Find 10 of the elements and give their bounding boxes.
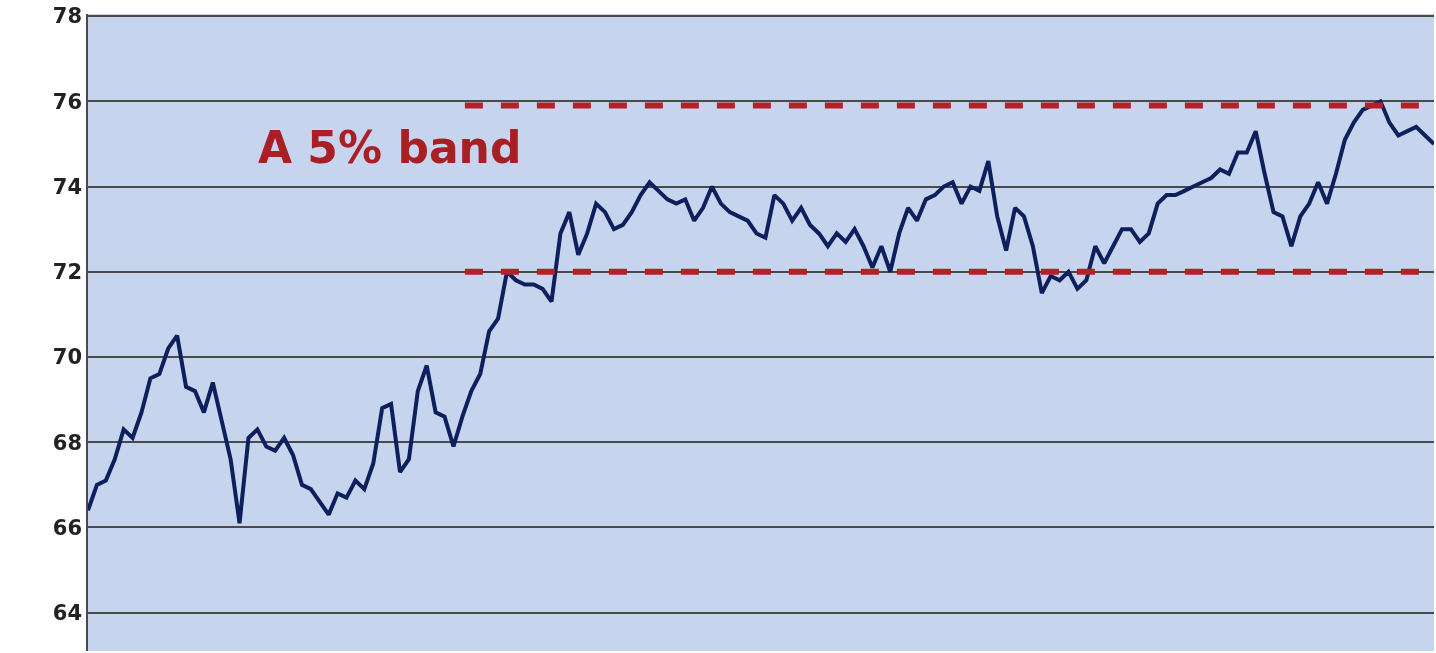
y-tick-label: 70 (52, 345, 83, 370)
y-tick-label: 72 (52, 260, 83, 285)
y-tick-label: 78 (52, 4, 83, 29)
y-tick-label: 68 (52, 430, 83, 455)
annotation: A 5% band (258, 122, 522, 173)
y-tick-label: 66 (52, 515, 83, 540)
y-tick-label: 64 (52, 601, 83, 625)
line-series (88, 99, 1434, 526)
y-tick-label: 74 (52, 174, 83, 199)
y-tick-label: 76 (52, 89, 83, 114)
